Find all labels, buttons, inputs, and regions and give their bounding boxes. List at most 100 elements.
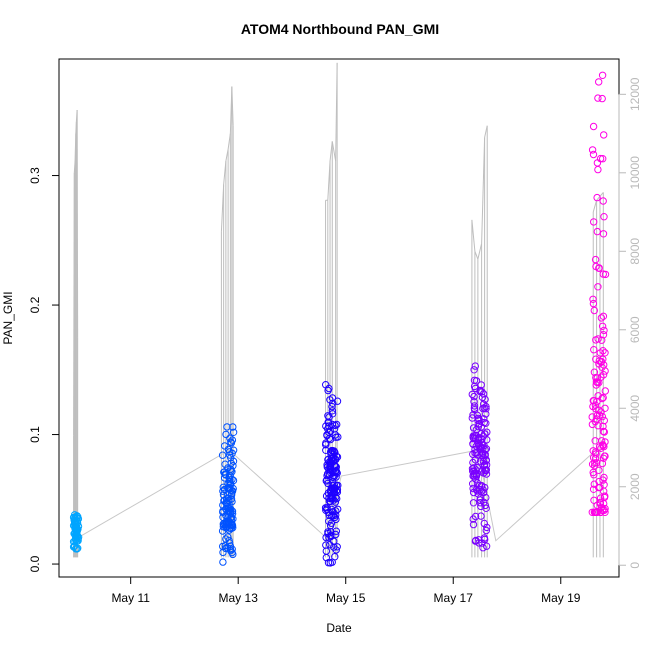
data-point <box>599 347 607 355</box>
data-point <box>332 527 340 535</box>
data-point <box>325 517 333 525</box>
data-point <box>477 512 485 520</box>
y2-tick-label: 8000 <box>628 238 642 265</box>
data-point <box>74 513 82 521</box>
data-point <box>226 519 234 527</box>
data-point <box>597 314 606 322</box>
data-point <box>325 413 333 421</box>
trend-line-layer <box>77 447 600 542</box>
data-point <box>229 550 237 559</box>
secondary-spike-link <box>331 141 337 162</box>
data-point <box>324 412 332 420</box>
data-point <box>323 476 331 484</box>
y2-tick-label: 12000 <box>628 77 642 111</box>
data-point <box>222 535 230 543</box>
data-point <box>322 547 330 555</box>
data-point <box>73 512 81 520</box>
data-point <box>329 473 337 482</box>
data-point <box>591 437 599 445</box>
data-point <box>474 490 482 498</box>
trend-line <box>77 447 600 542</box>
data-point <box>220 485 229 494</box>
data-point <box>479 390 488 398</box>
data-point <box>598 71 607 80</box>
data-point <box>597 358 605 366</box>
data-point <box>600 326 608 335</box>
data-point <box>601 349 609 357</box>
data-point <box>74 535 82 543</box>
data-point <box>331 462 340 470</box>
data-point <box>221 442 229 450</box>
data-point <box>594 165 602 174</box>
data-point <box>588 413 596 421</box>
y2-tick-label: 0 <box>628 562 642 569</box>
data-point <box>600 452 609 460</box>
data-point <box>226 471 234 480</box>
data-point <box>480 519 488 528</box>
y-axis-left: 0.0 0.1 0.2 0.3 <box>28 167 60 572</box>
data-point <box>472 431 480 439</box>
data-point <box>227 459 235 467</box>
data-point <box>596 508 605 516</box>
points-layer <box>69 71 610 567</box>
data-point <box>333 420 341 429</box>
data-point <box>470 366 478 374</box>
x-tick-label: May 15 <box>326 591 366 605</box>
data-point <box>478 539 486 547</box>
data-point <box>481 501 489 510</box>
data-point <box>598 394 606 403</box>
data-point <box>334 433 342 441</box>
data-point <box>588 508 596 516</box>
data-point <box>599 230 608 238</box>
data-point <box>228 475 236 484</box>
data-point <box>323 463 331 471</box>
data-point <box>221 544 230 553</box>
data-point <box>475 435 483 443</box>
data-point <box>471 362 479 370</box>
y-tick-label: 0.2 <box>28 296 42 313</box>
data-point <box>480 469 488 477</box>
data-point <box>588 146 597 154</box>
data-point <box>599 371 608 379</box>
data-point <box>599 155 607 163</box>
data-point <box>590 218 598 226</box>
data-point <box>470 402 479 410</box>
data-point <box>322 381 330 389</box>
data-point <box>225 536 233 545</box>
data-point <box>227 439 236 447</box>
data-point <box>329 454 337 463</box>
secondary-spike-link <box>231 86 234 126</box>
data-point <box>476 442 484 450</box>
data-point <box>601 404 609 412</box>
data-point <box>469 488 478 497</box>
data-point <box>594 94 602 102</box>
data-point <box>222 430 230 439</box>
data-point <box>71 513 79 522</box>
y-tick-label: 0.0 <box>28 555 42 572</box>
data-point <box>589 447 597 455</box>
data-point <box>222 495 231 503</box>
data-point <box>469 499 478 507</box>
secondary-spike-link <box>596 196 601 201</box>
data-point <box>321 504 330 512</box>
data-point <box>600 131 608 139</box>
data-point <box>324 425 332 433</box>
data-point <box>589 295 597 303</box>
y2-tick-label: 4000 <box>628 395 642 422</box>
data-point <box>327 528 335 536</box>
data-point <box>72 535 80 543</box>
data-point <box>326 541 334 549</box>
y2-tick-label: 10000 <box>628 156 642 190</box>
data-point <box>600 416 608 425</box>
data-point <box>469 520 478 529</box>
data-point <box>223 519 231 527</box>
data-point <box>600 442 608 451</box>
data-point <box>327 486 335 494</box>
data-point <box>72 528 80 536</box>
secondary-spike-link <box>76 110 79 338</box>
data-point <box>334 505 342 513</box>
x-tick-label: May 11 <box>111 591 150 605</box>
data-point <box>326 559 334 567</box>
secondary-spike-link <box>592 200 598 213</box>
data-point <box>482 410 490 418</box>
